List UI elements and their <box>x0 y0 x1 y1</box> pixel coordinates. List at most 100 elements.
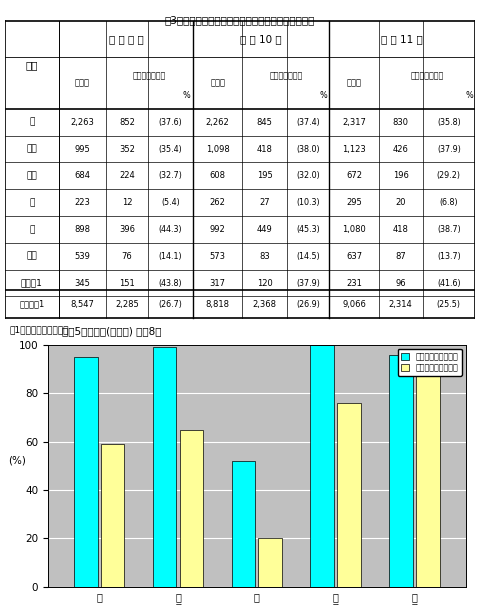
Text: 196: 196 <box>393 171 408 180</box>
Text: 120: 120 <box>257 278 273 287</box>
Text: 2,314: 2,314 <box>389 299 412 309</box>
Text: 345: 345 <box>74 278 90 287</box>
Text: 胃: 胃 <box>29 118 35 127</box>
Text: 637: 637 <box>346 252 362 261</box>
Text: 573: 573 <box>210 252 226 261</box>
Text: (5.4): (5.4) <box>161 198 180 207</box>
Text: 83: 83 <box>259 252 270 261</box>
Bar <box>416 369 440 587</box>
Text: 1,098: 1,098 <box>206 145 229 154</box>
Text: 9,066: 9,066 <box>342 299 366 309</box>
Text: 992: 992 <box>210 225 226 234</box>
Text: ＊1　上皮内がんを含む: ＊1 上皮内がんを含む <box>10 325 69 334</box>
Text: 449: 449 <box>257 225 273 234</box>
Bar <box>337 403 361 587</box>
Text: 151: 151 <box>119 278 135 287</box>
Text: 乳房: 乳房 <box>26 252 37 261</box>
Text: (32.7): (32.7) <box>159 171 182 180</box>
Text: 集検・健診あり: 集検・健診あり <box>133 71 166 80</box>
Text: 部位: 部位 <box>25 60 38 70</box>
Text: (26.7): (26.7) <box>159 299 182 309</box>
Text: 8,547: 8,547 <box>71 299 95 309</box>
Text: (43.8): (43.8) <box>159 278 182 287</box>
Text: 2,263: 2,263 <box>71 118 95 127</box>
Bar <box>101 444 124 587</box>
Text: (6.8): (6.8) <box>440 198 458 207</box>
Text: %: % <box>319 91 327 100</box>
Text: (13.7): (13.7) <box>437 252 461 261</box>
Text: 426: 426 <box>393 145 408 154</box>
Text: 1,123: 1,123 <box>342 145 366 154</box>
Text: 418: 418 <box>393 225 408 234</box>
Legend: 集検・健康診断あり, 集検・健康診断なし: 集検・健康診断あり, 集検・健康診断なし <box>398 349 462 376</box>
Text: 子宮＊1: 子宮＊1 <box>21 278 43 287</box>
Text: 96: 96 <box>396 278 406 287</box>
Text: 418: 418 <box>257 145 273 154</box>
Text: (37.9): (37.9) <box>296 278 320 287</box>
Text: 898: 898 <box>74 225 90 234</box>
Text: 集検・健診あり: 集検・健診あり <box>410 71 444 80</box>
Text: 539: 539 <box>74 252 90 261</box>
Text: 224: 224 <box>119 171 135 180</box>
Text: 995: 995 <box>74 145 90 154</box>
Text: 608: 608 <box>210 171 226 180</box>
Text: 1,080: 1,080 <box>342 225 366 234</box>
Text: 852: 852 <box>119 118 135 127</box>
Text: 317: 317 <box>210 278 226 287</box>
Text: 195: 195 <box>257 171 273 180</box>
Text: 相対5年生存率(届出例) 平成8年: 相対5年生存率(届出例) 平成8年 <box>62 325 162 336</box>
Text: 2,368: 2,368 <box>252 299 276 309</box>
Text: (45.3): (45.3) <box>296 225 320 234</box>
Text: 27: 27 <box>259 198 270 207</box>
Text: 830: 830 <box>393 118 408 127</box>
Y-axis label: (%): (%) <box>8 456 26 466</box>
Text: 845: 845 <box>257 118 273 127</box>
Text: 295: 295 <box>346 198 362 207</box>
Bar <box>74 357 97 587</box>
Text: 2,317: 2,317 <box>342 118 366 127</box>
Text: 262: 262 <box>210 198 226 207</box>
Bar <box>153 347 177 587</box>
Text: (10.3): (10.3) <box>296 198 320 207</box>
Bar <box>258 538 282 587</box>
Text: 76: 76 <box>122 252 132 261</box>
Text: 684: 684 <box>74 171 90 180</box>
Text: 全部位＊1: 全部位＊1 <box>19 299 45 309</box>
Text: 肌: 肌 <box>29 225 35 234</box>
Bar <box>180 430 203 587</box>
Text: (32.0): (32.0) <box>296 171 320 180</box>
Text: 87: 87 <box>395 252 406 261</box>
Bar <box>389 355 413 587</box>
Text: (35.4): (35.4) <box>159 145 182 154</box>
Text: 直脳: 直脳 <box>26 171 37 180</box>
Text: (37.4): (37.4) <box>296 118 320 127</box>
Text: 結脳: 結脳 <box>26 145 37 154</box>
Text: (29.2): (29.2) <box>437 171 461 180</box>
Text: 8,818: 8,818 <box>205 299 229 309</box>
Text: (38.0): (38.0) <box>296 145 320 154</box>
Text: (35.8): (35.8) <box>437 118 461 127</box>
Text: 2,285: 2,285 <box>115 299 139 309</box>
Text: 表3主要部位別集検・健康診断による発見率（届出）: 表3主要部位別集検・健康診断による発見率（届出） <box>165 15 315 25</box>
Text: %: % <box>465 91 473 100</box>
Text: (14.1): (14.1) <box>159 252 182 261</box>
Text: 231: 231 <box>346 278 362 287</box>
Text: (37.6): (37.6) <box>159 118 182 127</box>
Text: 集検・健診あり: 集検・健診あり <box>269 71 302 80</box>
Text: 届出数: 届出数 <box>75 79 90 88</box>
Text: (26.9): (26.9) <box>296 299 320 309</box>
Text: (25.5): (25.5) <box>437 299 461 309</box>
Text: 平 成 11 年: 平 成 11 年 <box>382 34 423 44</box>
Text: 平 成 ９ 年: 平 成 ９ 年 <box>108 34 144 44</box>
Text: 届出数: 届出数 <box>347 79 361 88</box>
Text: 672: 672 <box>346 171 362 180</box>
Text: (38.7): (38.7) <box>437 225 461 234</box>
Text: 2,262: 2,262 <box>206 118 229 127</box>
Text: 平 成 10 年: 平 成 10 年 <box>240 34 282 44</box>
Text: %: % <box>183 91 191 100</box>
Text: (37.9): (37.9) <box>437 145 461 154</box>
Text: 223: 223 <box>74 198 90 207</box>
Text: 12: 12 <box>122 198 132 207</box>
Text: (44.3): (44.3) <box>159 225 182 234</box>
Text: 肝: 肝 <box>29 198 35 207</box>
